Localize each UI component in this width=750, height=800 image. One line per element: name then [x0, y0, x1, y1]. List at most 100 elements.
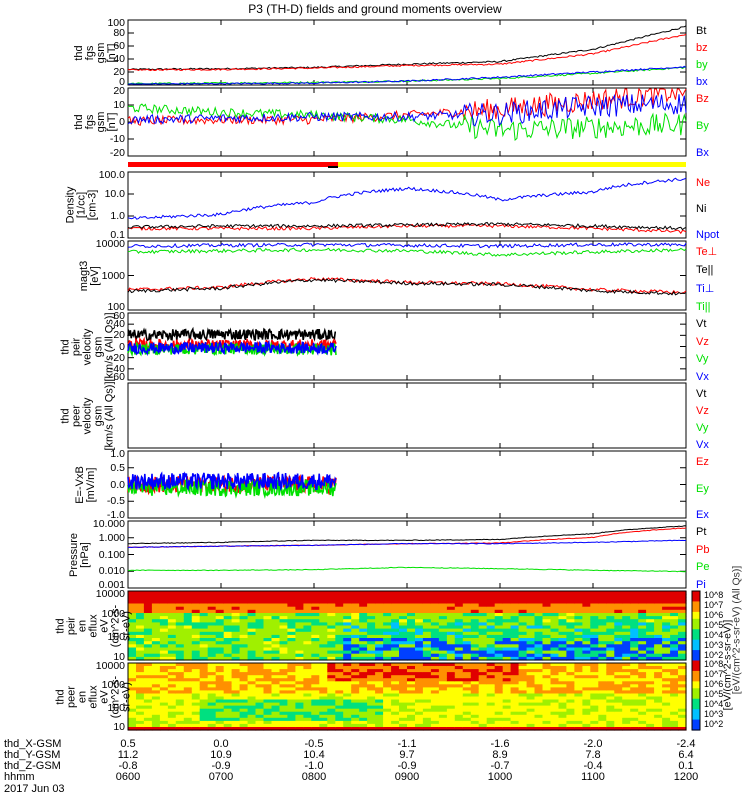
colorbar-tick: 10^2: [704, 649, 724, 660]
spec-cell: [622, 641, 631, 645]
spec-cell: [622, 653, 631, 658]
spec-cell: [255, 684, 265, 688]
spec-cell: [367, 672, 376, 676]
spec-cell: [271, 609, 281, 614]
spec-cell: [143, 647, 153, 652]
spec-cell: [136, 613, 145, 617]
spec-cell: [128, 619, 137, 623]
spec-cell: [670, 684, 679, 688]
spec-cell: [422, 597, 432, 601]
spec-cell: [670, 666, 679, 670]
spec-cell: [319, 681, 328, 685]
spec-cell: [175, 628, 185, 633]
spec-cell: [375, 687, 384, 691]
spec-cell: [143, 634, 153, 639]
legend-Vx: Vx: [696, 371, 709, 383]
spec-cell: [303, 717, 312, 722]
spec-cell: [590, 591, 599, 595]
spec-cell: [128, 638, 137, 642]
spec-cell: [598, 672, 607, 676]
spec-cell: [383, 723, 392, 728]
colorbar-tick: 10^2: [704, 719, 724, 729]
spec-cell: [263, 714, 273, 719]
spec-cell: [239, 711, 249, 716]
spec-cell: [550, 594, 560, 598]
spec-cell: [207, 641, 217, 645]
spec-cell: [151, 625, 161, 630]
spec-cell: [526, 622, 536, 627]
spec-cell: [215, 625, 225, 630]
y-tick-label: -20: [109, 147, 125, 159]
spec-cell: [351, 693, 360, 698]
spec-cell: [566, 597, 575, 601]
spec-cell: [335, 613, 344, 617]
spec-cell: [191, 727, 201, 731]
colorbar-segment: [692, 663, 700, 669]
spec-cell: [151, 597, 161, 601]
spec-cell: [566, 606, 575, 611]
spec-cell: [598, 634, 607, 639]
spec-cell: [303, 600, 312, 605]
spec-cell: [271, 711, 281, 716]
spec-cell: [415, 727, 424, 731]
spec-cell: [534, 696, 544, 701]
spec-cell: [510, 641, 520, 645]
colorbar-segment: [692, 688, 700, 693]
spec-cell: [614, 690, 623, 694]
spec-cell: [191, 699, 201, 704]
spec-cell: [391, 631, 400, 636]
spec-cell: [518, 606, 528, 611]
spec-cell: [399, 672, 408, 676]
spec-cell: [574, 699, 583, 704]
spec-cell: [622, 669, 631, 673]
spec-cell: [175, 714, 185, 719]
spec-cell: [255, 678, 265, 682]
spec-cell: [223, 717, 233, 722]
spec-cell: [638, 603, 647, 608]
spec-cell: [375, 625, 384, 630]
spec-cell: [399, 717, 408, 722]
spec-cell: [343, 699, 352, 704]
spec-cell: [367, 634, 376, 639]
spec-cell: [478, 609, 488, 614]
spec-cell: [375, 727, 384, 731]
y-tick-label: 10000: [95, 660, 125, 672]
spec-cell: [223, 684, 233, 688]
spec-cell: [422, 625, 432, 630]
spec-cell: [598, 644, 607, 648]
spec-cell: [614, 684, 623, 688]
spec-cell: [223, 723, 233, 728]
spec-cell: [167, 616, 177, 620]
spec-cell: [287, 619, 296, 623]
spec-cell: [151, 644, 161, 648]
spec-cell: [351, 705, 360, 710]
y-tick-label: 100: [107, 631, 125, 643]
spec-cell: [534, 638, 544, 642]
spec-cell: [327, 663, 336, 667]
spec-cell: [136, 727, 145, 731]
spec-cell: [438, 591, 448, 595]
spec-cell: [438, 699, 448, 704]
spec-cell: [311, 594, 320, 598]
spec-cell: [502, 631, 512, 636]
spec-cell: [654, 720, 663, 725]
spec-cell: [271, 606, 281, 611]
spec-cell: [446, 634, 456, 639]
spec-cell: [622, 613, 631, 617]
spec-cell: [566, 699, 575, 704]
spec-cell: [247, 647, 257, 652]
spec-cell: [654, 597, 663, 601]
spec-cell: [510, 696, 520, 701]
spec-cell: [167, 631, 177, 636]
spec-cell: [128, 690, 137, 694]
spec-cell: [446, 594, 456, 598]
spec-cell: [391, 609, 400, 614]
spec-cell: [438, 714, 448, 719]
spec-cell: [622, 647, 631, 652]
spec-cell: [646, 591, 655, 595]
spec-cell: [494, 693, 504, 698]
spec-cell: [319, 678, 328, 682]
spec-cell: [415, 653, 424, 658]
spec-cell: [295, 625, 304, 630]
spec-cell: [311, 644, 320, 648]
